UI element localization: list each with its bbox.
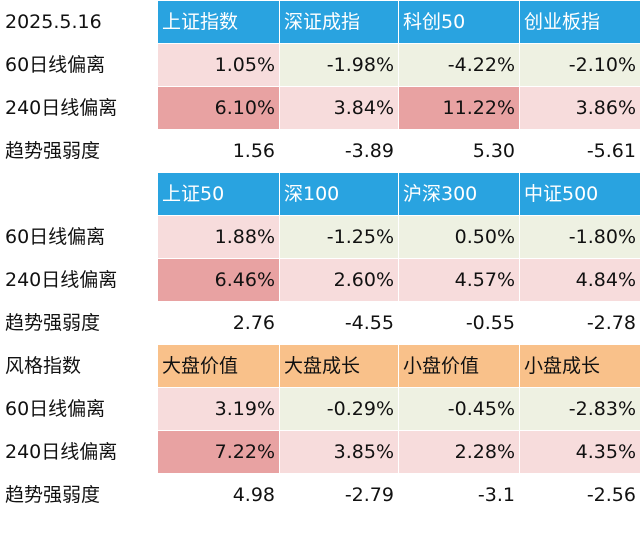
value-cell: 6.46% bbox=[157, 258, 280, 302]
value-cell: -0.29% bbox=[279, 387, 399, 431]
row-label: 240日线偏离 bbox=[0, 430, 158, 474]
value-cell: -2.79 bbox=[279, 473, 399, 517]
column-header: 科创50 bbox=[398, 0, 520, 44]
date-label: 2025.5.16 bbox=[0, 0, 158, 44]
value-cell: -0.55 bbox=[398, 301, 520, 345]
value-cell: 3.84% bbox=[279, 86, 399, 130]
watermark-overlay bbox=[520, 525, 630, 549]
value-cell: -2.83% bbox=[519, 387, 640, 431]
column-header: 创业板指 bbox=[519, 0, 640, 44]
table-row: 60日线偏离 1.05% -1.98% -4.22% -2.10% bbox=[0, 43, 640, 87]
column-header: 上证指数 bbox=[157, 0, 280, 44]
value-cell: 3.19% bbox=[157, 387, 280, 431]
value-cell: 2.76 bbox=[157, 301, 280, 345]
table-row: 240日线偏离 6.46% 2.60% 4.57% 4.84% bbox=[0, 258, 640, 302]
value-cell: -1.25% bbox=[279, 215, 399, 259]
value-cell: 6.10% bbox=[157, 86, 280, 130]
value-cell: -3.89 bbox=[279, 129, 399, 173]
value-cell: 1.88% bbox=[157, 215, 280, 259]
value-cell: 1.56 bbox=[157, 129, 280, 173]
column-header: 大盘成长 bbox=[279, 344, 399, 388]
row-label: 240日线偏离 bbox=[0, 86, 158, 130]
value-cell: -2.78 bbox=[519, 301, 640, 345]
value-cell: -0.45% bbox=[398, 387, 520, 431]
row-label: 240日线偏离 bbox=[0, 258, 158, 302]
column-header: 小盘价值 bbox=[398, 344, 520, 388]
value-cell: -4.55 bbox=[279, 301, 399, 345]
table-row: 240日线偏离 7.22% 3.85% 2.28% 4.35% bbox=[0, 430, 640, 474]
row-label: 60日线偏离 bbox=[0, 387, 158, 431]
value-cell: -2.56 bbox=[519, 473, 640, 517]
value-cell: 4.57% bbox=[398, 258, 520, 302]
value-cell: 4.84% bbox=[519, 258, 640, 302]
value-cell: -5.61 bbox=[519, 129, 640, 173]
table-row: 60日线偏离 3.19% -0.29% -0.45% -2.83% bbox=[0, 387, 640, 431]
value-cell: 2.60% bbox=[279, 258, 399, 302]
section-label bbox=[0, 172, 158, 216]
row-label: 趋势强弱度 bbox=[0, 473, 158, 517]
value-cell: 1.05% bbox=[157, 43, 280, 87]
column-header: 沪深300 bbox=[398, 172, 520, 216]
column-header: 上证50 bbox=[157, 172, 280, 216]
market-table: 2025.5.16 上证指数 深证成指 科创50 创业板指 60日线偏离 1.0… bbox=[0, 0, 640, 517]
section-label: 风格指数 bbox=[0, 344, 158, 388]
value-cell: -1.98% bbox=[279, 43, 399, 87]
column-header: 深100 bbox=[279, 172, 399, 216]
section-2-header-row: 上证50 深100 沪深300 中证500 bbox=[0, 172, 640, 216]
value-cell: -2.10% bbox=[519, 43, 640, 87]
row-label: 趋势强弱度 bbox=[0, 301, 158, 345]
value-cell: 5.30 bbox=[398, 129, 520, 173]
table-row: 趋势强弱度 1.56 -3.89 5.30 -5.61 bbox=[0, 129, 640, 173]
row-label: 60日线偏离 bbox=[0, 43, 158, 87]
value-cell: -3.1 bbox=[398, 473, 520, 517]
column-header: 深证成指 bbox=[279, 0, 399, 44]
column-header: 中证500 bbox=[519, 172, 640, 216]
value-cell: 2.28% bbox=[398, 430, 520, 474]
row-label: 趋势强弱度 bbox=[0, 129, 158, 173]
row-label: 60日线偏离 bbox=[0, 215, 158, 259]
value-cell: 4.35% bbox=[519, 430, 640, 474]
value-cell: 4.98 bbox=[157, 473, 280, 517]
table-row: 趋势强弱度 2.76 -4.55 -0.55 -2.78 bbox=[0, 301, 640, 345]
value-cell: 11.22% bbox=[398, 86, 520, 130]
value-cell: 3.85% bbox=[279, 430, 399, 474]
value-cell: 0.50% bbox=[398, 215, 520, 259]
table-row: 240日线偏离 6.10% 3.84% 11.22% 3.86% bbox=[0, 86, 640, 130]
value-cell: -4.22% bbox=[398, 43, 520, 87]
table-row: 趋势强弱度 4.98 -2.79 -3.1 -2.56 bbox=[0, 473, 640, 517]
table-row: 60日线偏离 1.88% -1.25% 0.50% -1.80% bbox=[0, 215, 640, 259]
value-cell: -1.80% bbox=[519, 215, 640, 259]
value-cell: 7.22% bbox=[157, 430, 280, 474]
section-3-header-row: 风格指数 大盘价值 大盘成长 小盘价值 小盘成长 bbox=[0, 344, 640, 388]
section-1-header-row: 2025.5.16 上证指数 深证成指 科创50 创业板指 bbox=[0, 0, 640, 44]
value-cell: 3.86% bbox=[519, 86, 640, 130]
column-header: 大盘价值 bbox=[157, 344, 280, 388]
column-header: 小盘成长 bbox=[519, 344, 640, 388]
